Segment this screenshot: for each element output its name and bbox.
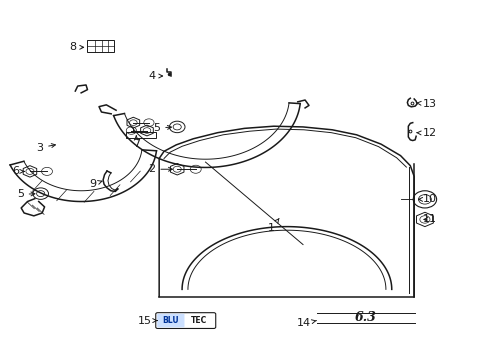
Text: 2: 2	[148, 164, 172, 174]
Text: 14: 14	[296, 319, 316, 328]
Text: 7: 7	[132, 136, 140, 149]
Text: 6.3: 6.3	[354, 311, 376, 324]
Text: 5: 5	[153, 123, 171, 133]
Text: 3: 3	[36, 143, 55, 153]
Text: BLU: BLU	[162, 316, 179, 325]
Text: 12: 12	[416, 129, 436, 138]
Text: 13: 13	[416, 99, 436, 109]
Text: 8: 8	[69, 42, 83, 52]
Text: 10: 10	[418, 194, 436, 204]
FancyBboxPatch shape	[157, 314, 184, 327]
Text: 6: 6	[12, 166, 24, 176]
Text: 4: 4	[148, 71, 163, 81]
Text: TEC: TEC	[190, 316, 206, 325]
Text: 1: 1	[267, 219, 279, 233]
Text: 5: 5	[17, 189, 35, 199]
Text: 15: 15	[137, 316, 157, 325]
Text: 11: 11	[422, 215, 436, 224]
Text: 9: 9	[89, 179, 102, 189]
